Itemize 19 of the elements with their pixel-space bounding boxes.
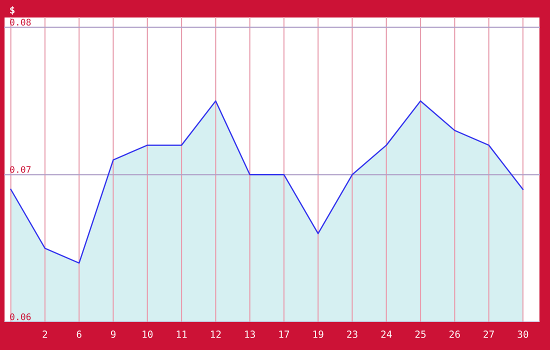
x-tick-label: 24	[381, 330, 392, 338]
x-tick-label: 11	[176, 330, 187, 338]
x-tick-label: 27	[484, 330, 494, 338]
x-tick-label: 12	[210, 330, 221, 338]
y-tick-label: 0.08	[10, 18, 31, 26]
x-tick-label: 13	[245, 330, 255, 338]
x-tick-label: 17	[279, 330, 290, 338]
y-tick-label: 0.07	[10, 166, 31, 173]
x-tick-label: 9	[110, 330, 116, 338]
x-tick-label: 25	[415, 330, 426, 338]
y-tick-label: 0.06	[10, 313, 31, 320]
x-tick-label: 6	[76, 330, 82, 338]
x-tick-label: 10	[142, 330, 153, 338]
x-tick-label: 19	[313, 330, 324, 338]
y-axis-title: $	[10, 6, 15, 15]
x-tick-label: 23	[347, 330, 358, 338]
x-tick-label: 26	[450, 330, 460, 338]
x-tick-label: 30	[518, 330, 528, 338]
x-tick-label: 2	[42, 330, 48, 338]
